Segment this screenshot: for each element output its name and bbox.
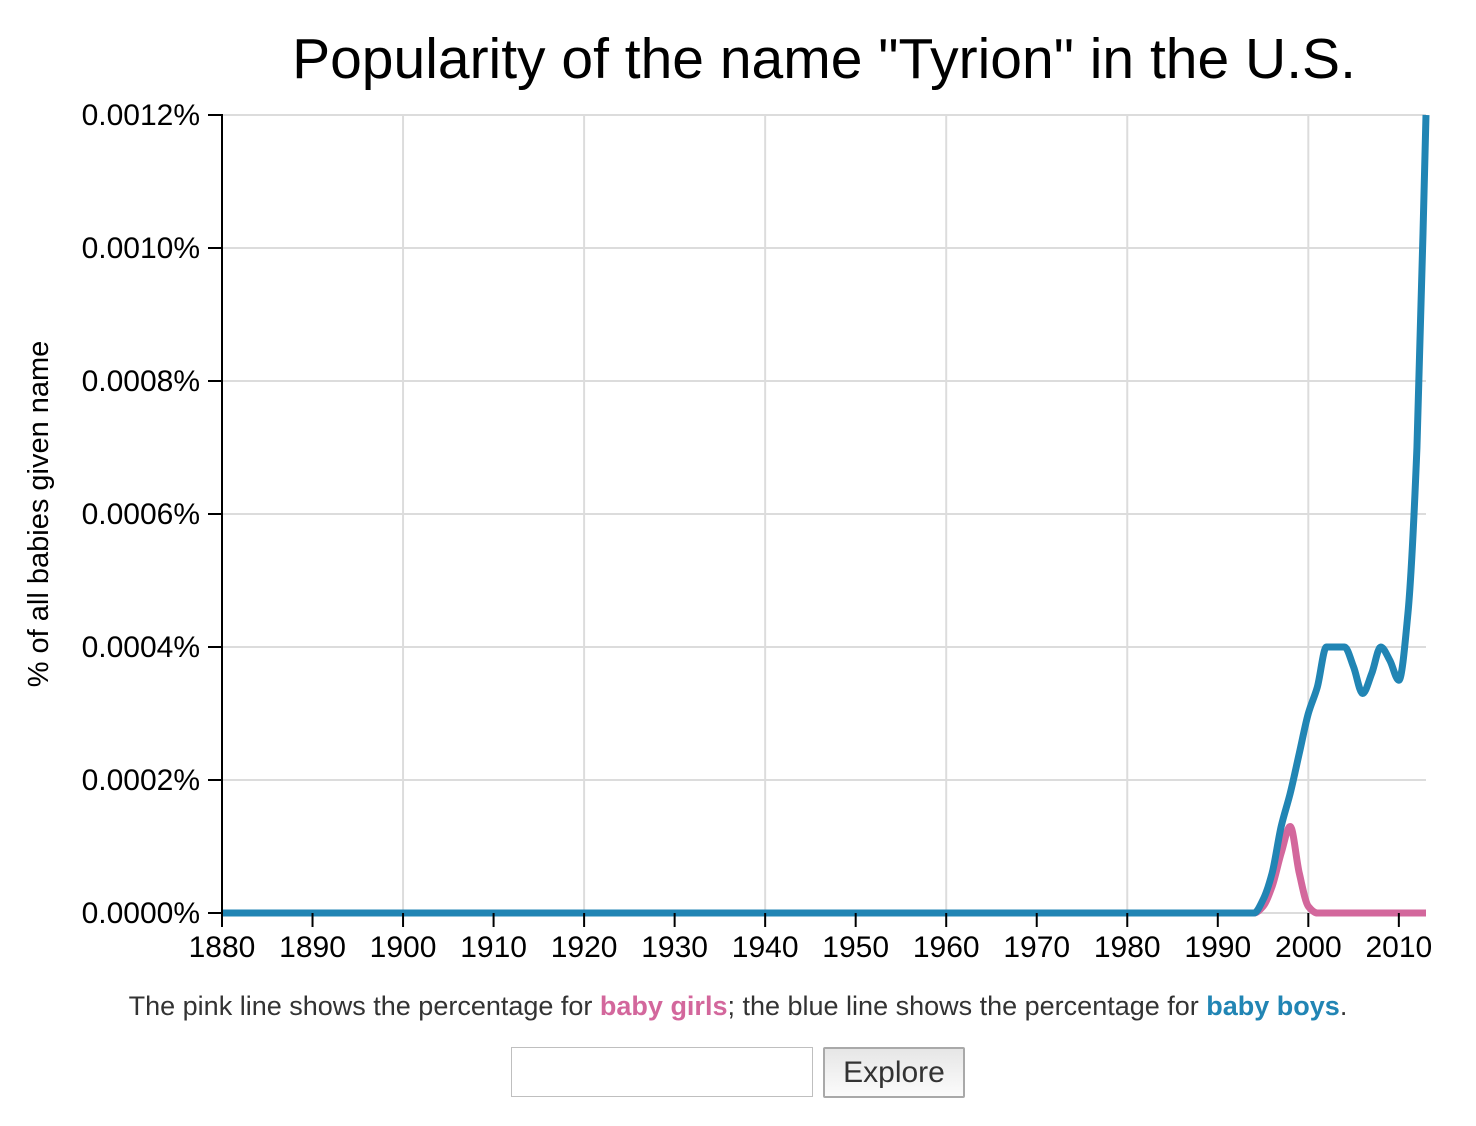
x-tick-label: 1960 — [913, 931, 980, 964]
x-tick-label: 1950 — [822, 931, 889, 964]
caption-baby-boys: baby boys — [1206, 991, 1340, 1021]
explore-row: Explore — [0, 1047, 1476, 1098]
line-baby-boys[interactable] — [222, 114, 1430, 917]
x-tick-label: 1980 — [1094, 931, 1161, 964]
caption-suffix: . — [1339, 991, 1348, 1021]
x-tick-label: 2010 — [1365, 931, 1432, 964]
y-tick-label: 0.0004% — [82, 631, 200, 664]
caption-middle: ; the blue line shows the percentage for — [727, 991, 1207, 1021]
caption: The pink line shows the percentage for b… — [0, 991, 1476, 1022]
x-tick-label: 1940 — [732, 931, 799, 964]
y-tick-label: 0.0010% — [82, 232, 200, 265]
x-tick-label: 1990 — [1184, 931, 1251, 964]
grid-layer — [222, 114, 1426, 914]
x-tick-label: 1900 — [370, 931, 437, 964]
y-tick-label: 0.0006% — [82, 498, 200, 531]
x-tick-label: 1910 — [460, 931, 527, 964]
x-tick-label: 1880 — [189, 931, 256, 964]
explore-button[interactable]: Explore — [823, 1047, 965, 1098]
series-layer — [222, 114, 1430, 917]
x-tick-label: 1970 — [1003, 931, 1070, 964]
x-tick-label: 1920 — [551, 931, 618, 964]
y-tick-label: 0.0002% — [82, 764, 200, 797]
name-popularity-line-chart: 0.0012% 0.0010% 0.0008% 0.0006% 0.0004% 0.000… — [23, 99, 1433, 964]
x-tick-label: 2000 — [1275, 931, 1342, 964]
explore-input[interactable] — [511, 1047, 814, 1097]
x-tick-label: 1890 — [279, 931, 346, 964]
caption-baby-girls: baby girls — [599, 991, 728, 1021]
y-tick-label: 0.0012% — [82, 99, 200, 132]
y-axis-title: % of all babies given name — [23, 341, 55, 688]
chart-title: Popularity of the name "Tyrion" in the U… — [292, 27, 1356, 91]
y-tick-label: 0.0000% — [82, 897, 200, 930]
axis-layer: 0.0012% 0.0010% 0.0008% 0.0006% 0.0004% 0.000… — [82, 99, 1433, 964]
x-tick-label: 1930 — [641, 931, 708, 964]
caption-prefix: The pink line shows the percentage for — [128, 991, 600, 1021]
y-tick-label: 0.0008% — [82, 365, 200, 398]
